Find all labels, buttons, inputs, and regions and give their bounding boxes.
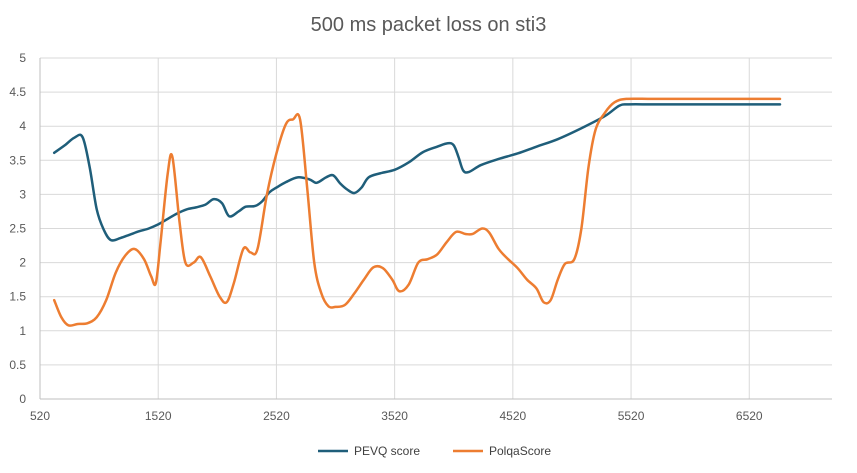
y-tick-label: 5 <box>19 51 26 65</box>
legend-label: PEVQ score <box>354 444 420 458</box>
x-tick-label: 520 <box>30 409 50 423</box>
x-tick-label: 5520 <box>618 409 645 423</box>
y-tick-label: 1.5 <box>9 290 26 304</box>
x-tick-label: 2520 <box>263 409 290 423</box>
x-tick-label: 1520 <box>145 409 172 423</box>
legend: PEVQ score PolqaScore <box>318 444 551 458</box>
y-tick-label: 3 <box>19 187 26 201</box>
y-tick-label: 4 <box>19 119 26 133</box>
x-tick-label: 3520 <box>381 409 408 423</box>
legend-label: PolqaScore <box>489 444 551 458</box>
series-lines <box>52 97 782 327</box>
series-line-polqascore <box>52 97 782 327</box>
series-line-pevq-score <box>52 103 782 242</box>
y-tick-label: 2 <box>19 256 26 270</box>
x-tick-label: 4520 <box>499 409 526 423</box>
y-tick-label: 4.5 <box>9 85 26 99</box>
chart-title: 500 ms packet loss on sti3 <box>311 14 547 36</box>
y-tick-label: 0 <box>19 392 26 406</box>
legend-item-polqascore: PolqaScore <box>453 444 551 458</box>
y-tick-label: 0.5 <box>9 358 26 372</box>
y-tick-label: 1 <box>19 324 26 338</box>
x-tick-label: 6520 <box>736 409 763 423</box>
y-tick-label: 2.5 <box>9 222 26 236</box>
gridlines <box>40 57 832 399</box>
legend-item-pevq-score: PEVQ score <box>318 444 420 458</box>
y-tick-label: 3.5 <box>9 153 26 167</box>
